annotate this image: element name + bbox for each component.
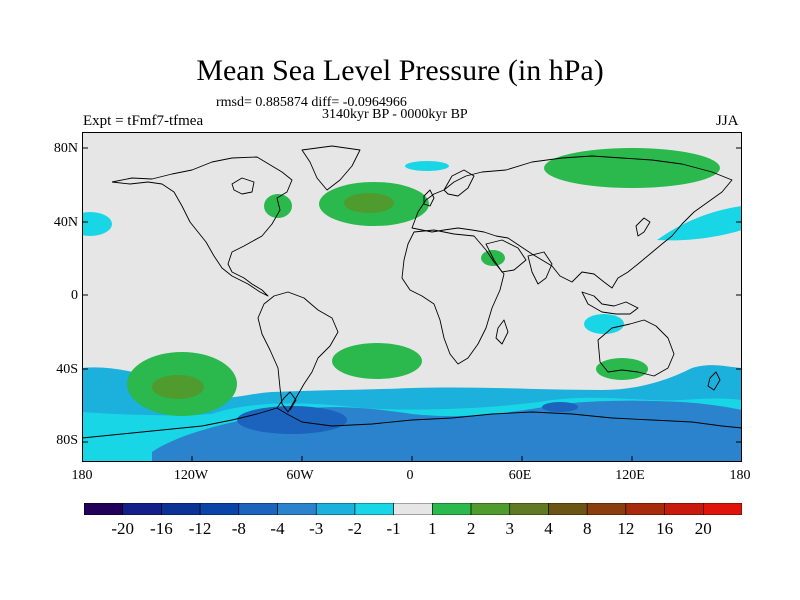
lat-label-40s: 40S	[56, 362, 78, 377]
colorbar	[84, 503, 742, 515]
colorbar-label: -2	[347, 519, 362, 538]
coast-greenland	[301, 145, 361, 191]
coast-antarctic-peninsula	[276, 391, 297, 411]
indian-sector-low	[542, 402, 578, 412]
lat-label-80s: 80S	[56, 433, 78, 448]
coast-new-zealand	[707, 371, 721, 391]
season-label: JJA	[716, 113, 739, 129]
australia-west-high	[596, 358, 648, 380]
coast-eurasia	[411, 155, 733, 289]
colorbar-swatch	[586, 503, 627, 515]
colorbar-label: -20	[111, 519, 135, 538]
lat-label-eq: 0	[71, 288, 78, 303]
map-ticks	[82, 147, 742, 462]
colorbar-label: -12	[188, 519, 212, 538]
colorbar-swatch	[664, 503, 704, 515]
colorbar-label: 3	[505, 519, 515, 538]
arctic-siberia-high	[544, 148, 720, 188]
coast-africa	[401, 229, 505, 365]
north-america-high	[264, 194, 292, 218]
coast-madagascar	[495, 319, 509, 345]
colorbar-label: 20	[694, 519, 712, 538]
colorbar-swatch	[199, 503, 240, 515]
coast-antarctica	[82, 407, 742, 439]
coast-japan	[635, 217, 651, 237]
pressure-map	[82, 132, 742, 462]
colorbar-swatch	[354, 503, 394, 515]
lon-label-0: 0	[406, 468, 414, 483]
lon-label-60w: 60W	[286, 468, 314, 483]
colorbar-label: 4	[544, 519, 553, 538]
lon-label-180e: 180	[729, 468, 751, 483]
lat-label-40n: 40N	[53, 215, 78, 230]
tropical-pacific-low	[584, 314, 624, 334]
lon-label-60e: 60E	[508, 468, 532, 483]
coast-british-isles	[423, 189, 435, 207]
antarctic-deep-low	[237, 406, 347, 434]
colorbar-swatch	[393, 503, 433, 515]
colorbar-label: 12	[617, 519, 635, 538]
south-atlantic-high	[332, 343, 422, 379]
colorbar-swatch	[84, 503, 124, 515]
colorbar-label: 1	[428, 519, 437, 538]
coast-southeast-asia-islands	[581, 291, 639, 315]
bering-low	[405, 161, 449, 171]
lon-label-120e: 120E	[615, 468, 645, 483]
colorbar-swatch	[277, 503, 317, 515]
colorbar-label: -16	[150, 519, 173, 538]
colorbar-label: -4	[270, 519, 285, 538]
coast-arabia	[485, 239, 527, 273]
colorbar-swatch	[548, 503, 588, 515]
coast-india	[527, 251, 553, 285]
colorbar-swatch	[122, 503, 162, 515]
lon-label-180w: 180	[71, 468, 93, 483]
colorbar-swatch	[509, 503, 549, 515]
colorbar-swatch	[432, 503, 472, 515]
coast-hudson-bay	[231, 177, 255, 195]
coast-australia	[597, 319, 675, 377]
colorbar-swatch	[470, 503, 511, 515]
colorbar-label: -3	[309, 519, 324, 538]
experiment-label: Expt = tFmf7-tfmea	[83, 113, 204, 129]
colorbar-swatch	[161, 503, 201, 515]
coast-north-america	[111, 156, 293, 297]
coast-scandinavia	[443, 169, 475, 197]
colorbar-swatch	[625, 503, 665, 515]
colorbar-label: 2	[466, 519, 476, 538]
coast-south-america	[257, 291, 339, 413]
colorbar-label: -1	[386, 519, 401, 538]
colorbar-label: 16	[656, 519, 674, 538]
south-pacific-high-core	[152, 375, 204, 399]
colorbar-swatch	[315, 503, 356, 515]
north-atlantic-west-low	[82, 212, 112, 236]
colorbar-swatch	[702, 503, 742, 515]
lon-label-120w: 120W	[173, 468, 209, 483]
colorbar-swatch	[238, 503, 278, 515]
period-line: 3140kyr BP - 0000kyr BP	[322, 107, 468, 122]
map-title: Mean Sea Level Pressure (in hPa)	[196, 54, 604, 87]
coastlines	[82, 145, 742, 439]
colorbar-label: -8	[231, 519, 246, 538]
colorbar-label: 8	[582, 519, 592, 538]
stats-line: rmsd= 0.885874 diff= -0.0964966	[216, 95, 407, 110]
north-pacific-low	[657, 206, 742, 241]
atlantic-high-core	[344, 193, 394, 213]
lat-label-80n: 80N	[53, 141, 78, 156]
